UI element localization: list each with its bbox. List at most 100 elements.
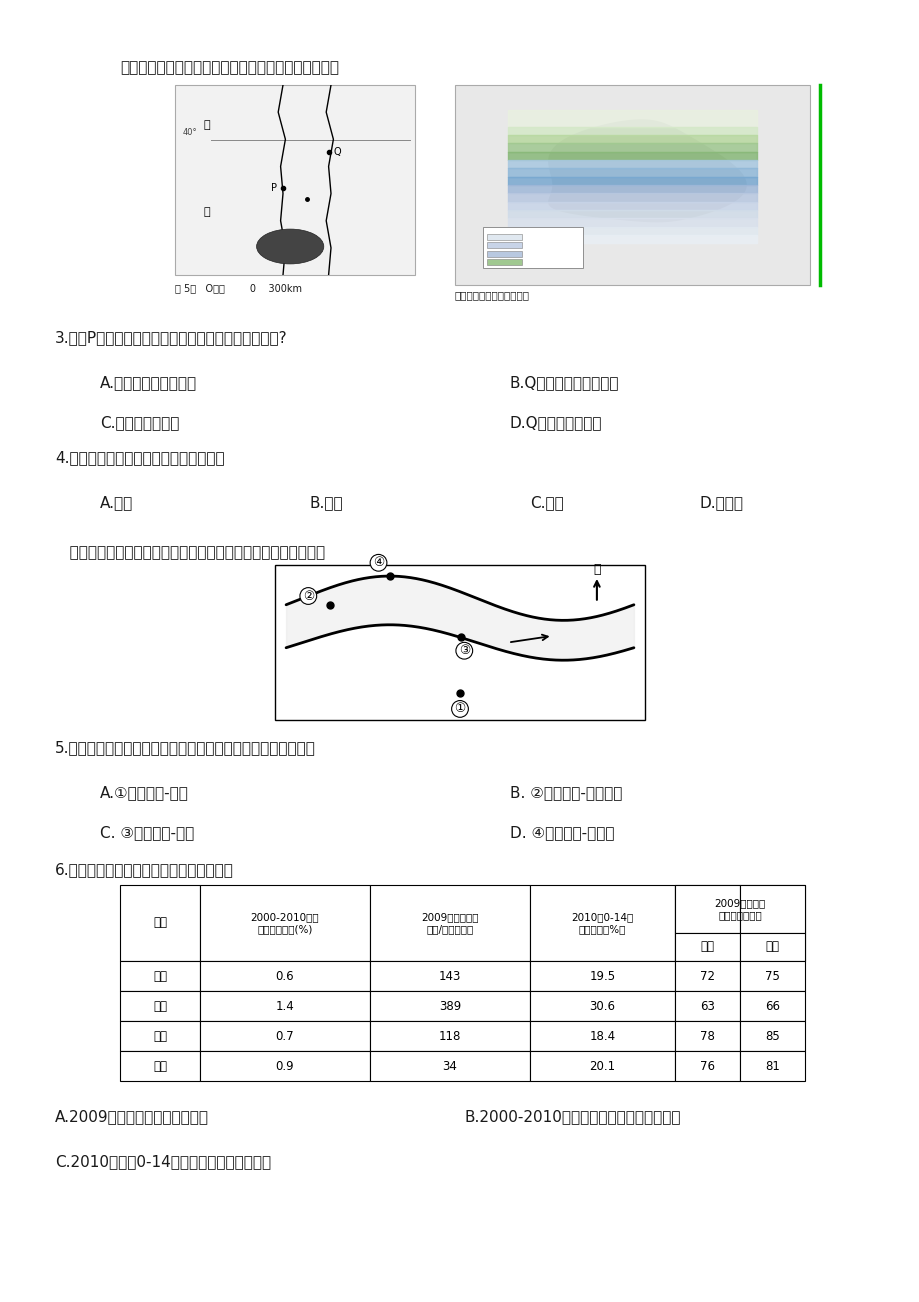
Bar: [369, 1021, 529, 1051]
Text: A.冬季: A.冬季: [100, 495, 133, 510]
Text: 0.9: 0.9: [276, 1060, 294, 1073]
Text: 女性: 女性: [765, 940, 778, 953]
Text: 20.1: 20.1: [589, 1060, 615, 1073]
Text: D.Q处河流不受影响: D.Q处河流不受影响: [509, 415, 602, 430]
Text: 30.6: 30.6: [589, 1000, 615, 1013]
Text: Q: Q: [333, 147, 341, 156]
Text: 6.表为四个国家的主要人口指标，据表可知: 6.表为四个国家的主要人口指标，据表可知: [55, 862, 233, 878]
Text: C.2010年中国0-14岁人口比重与法国最接近: C.2010年中国0-14岁人口比重与法国最接近: [55, 1154, 271, 1169]
Text: 66: 66: [765, 1000, 779, 1013]
Bar: [369, 885, 529, 961]
Bar: [739, 934, 804, 961]
Polygon shape: [549, 120, 745, 221]
Text: 18.4: 18.4: [589, 1030, 615, 1043]
Text: 72: 72: [699, 970, 714, 983]
Text: 75: 75: [765, 970, 779, 983]
Text: 389: 389: [438, 1000, 460, 1013]
Text: 5.在图所示河流的数码处，外力作用及土地利用类型，正确的是: 5.在图所示河流的数码处，外力作用及土地利用类型，正确的是: [55, 740, 315, 755]
Text: P: P: [271, 182, 277, 193]
Bar: [369, 961, 529, 991]
Text: 40°: 40°: [182, 129, 197, 137]
Text: D.春秋季: D.春秋季: [699, 495, 743, 510]
Bar: [739, 1051, 804, 1081]
Text: 2000-2010年人
口年均增长率(%): 2000-2010年人 口年均增长率(%): [250, 913, 319, 934]
Text: C.全年: C.全年: [529, 495, 563, 510]
Text: 如图流水地貌是由流水塑造而形成的地表形态，某河段示意图。: 如图流水地貌是由流水塑造而形成的地表形态，某河段示意图。: [55, 546, 324, 560]
Bar: [675, 1021, 739, 1051]
Text: ③: ③: [459, 644, 470, 658]
Bar: [175, 85, 414, 275]
Text: 118: 118: [438, 1030, 460, 1043]
Text: 81: 81: [765, 1060, 779, 1073]
Bar: [529, 991, 675, 1021]
Bar: [486, 251, 522, 256]
Bar: [119, 1051, 199, 1081]
Text: 76: 76: [699, 1060, 714, 1073]
Bar: [119, 991, 199, 1021]
Bar: [369, 1051, 529, 1081]
Text: 85: 85: [765, 1030, 779, 1043]
Text: 北: 北: [593, 562, 600, 575]
Bar: [529, 1051, 675, 1081]
Text: 63: 63: [699, 1000, 714, 1013]
Bar: [529, 961, 675, 991]
Bar: [275, 565, 644, 720]
Text: 法国: 法国: [153, 1030, 167, 1043]
Text: 湖泊蓄水的最大和最小范围: 湖泊蓄水的最大和最小范围: [455, 290, 529, 299]
Bar: [486, 242, 522, 249]
Bar: [739, 1021, 804, 1051]
Text: 0.7: 0.7: [276, 1030, 294, 1043]
Text: D. ④沉积作用-防洪堤: D. ④沉积作用-防洪堤: [509, 825, 614, 840]
Text: 4.若该河在北半球，则湖泊蓄水最大是在: 4.若该河在北半球，则湖泊蓄水最大是在: [55, 450, 224, 465]
Text: 3.若在P处建大崴，河流的水文特征可能产生哪些影响?: 3.若在P处建大崴，河流的水文特征可能产生哪些影响?: [55, 329, 288, 345]
Text: 男性: 男性: [699, 940, 714, 953]
Bar: [486, 234, 522, 240]
Bar: [739, 885, 804, 934]
Text: C.湖泊水量将变小: C.湖泊水量将变小: [100, 415, 179, 430]
Ellipse shape: [256, 229, 323, 264]
Bar: [675, 885, 739, 934]
Text: 洋: 洋: [204, 207, 210, 216]
Text: 143: 143: [438, 970, 460, 983]
Text: 印度: 印度: [153, 1000, 167, 1013]
Text: A.湖泊的调蓄能力减弱: A.湖泊的调蓄能力减弱: [100, 375, 197, 391]
FancyBboxPatch shape: [482, 227, 582, 268]
Bar: [529, 885, 675, 961]
Text: B. ②堆积作用-住宅用地: B. ②堆积作用-住宅用地: [509, 785, 621, 799]
Text: A.①携运作用-农田: A.①携运作用-农田: [100, 785, 188, 799]
Bar: [675, 934, 739, 961]
Text: 老沮: 老沮: [293, 245, 305, 255]
Bar: [199, 991, 369, 1021]
Bar: [529, 1021, 675, 1051]
Text: 图为某区域示意图及对应的湖泊蓄水情况。读图回答：: 图为某区域示意图及对应的湖泊蓄水情况。读图回答：: [119, 60, 338, 76]
Text: 34: 34: [442, 1060, 457, 1073]
Bar: [199, 885, 369, 961]
Text: ①: ①: [454, 702, 465, 715]
Text: 美国: 美国: [153, 1060, 167, 1073]
Text: 海: 海: [204, 120, 210, 130]
Bar: [455, 85, 809, 285]
Text: 2009年出生时
预期寿命（岁）: 2009年出生时 预期寿命（岁）: [713, 898, 765, 919]
Text: 78: 78: [699, 1030, 714, 1043]
Text: B.Q处河流的含沙量减少: B.Q处河流的含沙量减少: [509, 375, 618, 391]
Bar: [199, 961, 369, 991]
Text: 国家: 国家: [153, 917, 167, 930]
Text: A.2009年中国人口密度高于印度: A.2009年中国人口密度高于印度: [55, 1109, 209, 1124]
Text: B.夏季: B.夏季: [310, 495, 344, 510]
Bar: [739, 961, 804, 991]
Text: ④: ④: [372, 556, 384, 569]
Text: 1.4: 1.4: [276, 1000, 294, 1013]
Bar: [739, 885, 804, 961]
Bar: [369, 991, 529, 1021]
Text: ②: ②: [302, 590, 313, 603]
Bar: [675, 991, 739, 1021]
Bar: [199, 1021, 369, 1051]
Bar: [199, 1051, 369, 1081]
Bar: [486, 259, 522, 266]
Text: 19.5: 19.5: [589, 970, 615, 983]
Bar: [119, 885, 199, 961]
Text: ～ 5流   O城市        0    300km: ～ 5流 O城市 0 300km: [175, 283, 301, 293]
Bar: [739, 991, 804, 1021]
Bar: [675, 961, 739, 991]
Text: 2010年0-14岁
人口比重（%）: 2010年0-14岁 人口比重（%）: [571, 913, 633, 934]
